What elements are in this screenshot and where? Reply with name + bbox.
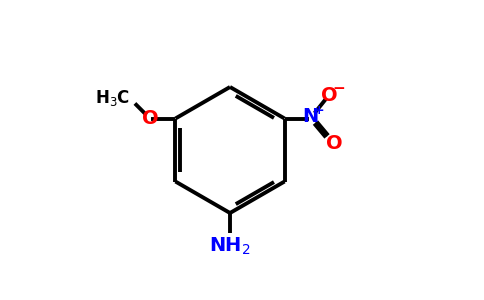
Text: H$_3$C: H$_3$C (95, 88, 130, 108)
Text: NH$_2$: NH$_2$ (209, 236, 251, 257)
Text: N: N (302, 107, 318, 127)
Text: −: − (332, 81, 345, 96)
Text: O: O (142, 109, 158, 128)
Text: O: O (326, 134, 343, 153)
Text: +: + (313, 103, 324, 117)
Text: O: O (321, 86, 338, 105)
